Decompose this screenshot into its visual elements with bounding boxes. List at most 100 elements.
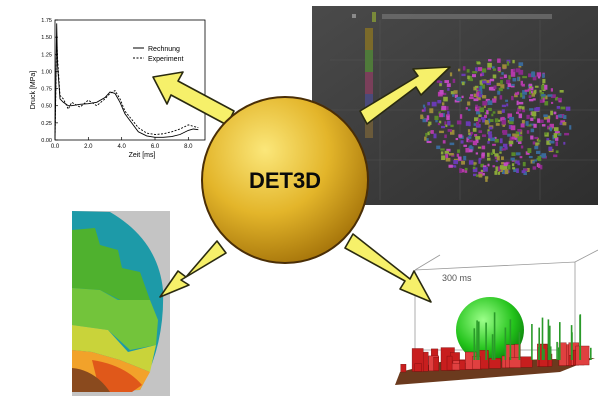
particle — [527, 148, 532, 154]
particle — [473, 162, 477, 165]
particle — [519, 156, 523, 159]
particle — [468, 134, 472, 137]
particle — [532, 98, 536, 101]
vegetation-spike — [549, 325, 551, 360]
particle — [534, 136, 539, 139]
particle — [510, 85, 515, 88]
particle — [482, 95, 487, 99]
particle — [511, 136, 515, 140]
particle — [485, 177, 488, 182]
particle — [488, 138, 491, 141]
particle — [445, 153, 449, 159]
particle — [473, 173, 477, 177]
particle — [463, 155, 467, 161]
particle — [518, 113, 523, 119]
particle — [515, 160, 520, 164]
particle — [472, 127, 477, 132]
particle — [518, 101, 524, 105]
vegetation-spike — [590, 347, 592, 360]
particle — [484, 114, 487, 118]
legend-rechnung: Rechnung — [148, 46, 180, 53]
particle — [473, 93, 477, 98]
particle — [499, 95, 503, 100]
particle — [488, 134, 493, 139]
particle — [531, 111, 537, 117]
particle — [446, 114, 450, 117]
particle — [478, 67, 483, 72]
x-tick-label: 8.0 — [184, 144, 193, 150]
particle — [526, 168, 530, 172]
particle — [495, 166, 499, 172]
particle — [547, 125, 551, 130]
particle — [453, 160, 459, 165]
particle — [464, 170, 468, 173]
particle — [508, 120, 514, 125]
particle — [447, 111, 450, 116]
particle — [443, 96, 448, 102]
particle — [482, 68, 487, 73]
particle — [492, 68, 497, 71]
particle — [442, 92, 447, 96]
particle — [439, 81, 443, 85]
particle — [436, 145, 441, 150]
particle — [481, 117, 485, 120]
particle — [475, 174, 481, 177]
building — [400, 364, 407, 373]
particle — [549, 127, 552, 132]
particle — [515, 152, 521, 156]
vegetation-spike — [579, 315, 581, 360]
particle — [481, 152, 485, 157]
particle — [559, 122, 564, 125]
particle — [507, 83, 512, 88]
y-tick-label: 1.25 — [41, 52, 52, 58]
particle — [501, 156, 504, 160]
particle — [427, 102, 431, 106]
particle — [479, 107, 484, 113]
particle — [456, 153, 459, 157]
particle — [549, 140, 555, 144]
particle — [488, 87, 494, 91]
particle — [503, 162, 509, 167]
particle — [501, 169, 505, 175]
particle — [541, 85, 546, 90]
particle — [563, 115, 567, 120]
particle — [565, 106, 571, 111]
particle — [526, 114, 530, 119]
particle — [461, 73, 466, 77]
particle — [494, 118, 499, 123]
particle — [560, 120, 566, 124]
particle — [506, 61, 510, 66]
particle — [514, 134, 520, 138]
particle — [468, 160, 474, 165]
particle — [458, 68, 461, 72]
particle — [501, 72, 504, 75]
particle — [424, 136, 427, 141]
particle — [444, 134, 447, 139]
particle — [513, 168, 518, 172]
particle — [449, 142, 455, 146]
particle — [482, 101, 488, 106]
particle — [537, 118, 541, 123]
particle — [479, 86, 483, 91]
vegetation-spike — [478, 321, 480, 360]
particle — [442, 140, 446, 144]
series-line-rechnung — [54, 23, 199, 141]
vegetation-spike — [541, 317, 544, 360]
particle — [468, 146, 474, 151]
y-axis-label: Druck [MPa] — [30, 71, 37, 110]
particle — [450, 129, 455, 135]
vegetation-spike — [543, 348, 545, 360]
particle — [466, 137, 470, 143]
particle — [544, 132, 548, 135]
particle — [550, 94, 556, 98]
particle — [500, 80, 503, 84]
particle — [487, 140, 490, 144]
pressure-plot-panel: 0.0 2.0 4.0 6.0 8.0 0.00 0.25 0.50 0.75 1.00 1.25 1… — [0, 0, 218, 165]
particle — [441, 155, 446, 161]
particle — [480, 73, 483, 77]
particle — [486, 110, 489, 115]
particle — [440, 148, 445, 151]
particle — [528, 95, 532, 99]
arrows — [152, 66, 451, 303]
